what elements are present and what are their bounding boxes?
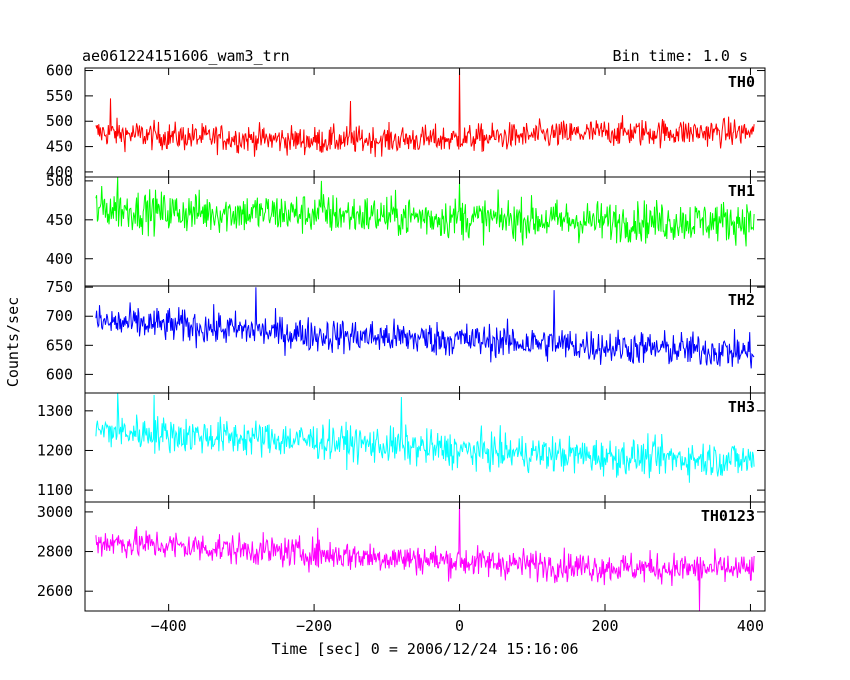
series-line-th0123 bbox=[95, 502, 755, 611]
chart-title: ae061224151606_wam3_trn bbox=[82, 47, 290, 65]
panel-th3: 1100 1200 1300 TH3 bbox=[37, 392, 766, 503]
series-line-th0 bbox=[95, 68, 755, 158]
y-tick-label: 3000 bbox=[37, 503, 73, 521]
panel-th2: 600 650 700 750 TH2 bbox=[46, 278, 766, 394]
y-tick-label: 550 bbox=[46, 87, 73, 105]
y-tick-label: 500 bbox=[46, 172, 73, 190]
y-tick-label: 1300 bbox=[37, 402, 73, 420]
y-tick-label: 1200 bbox=[37, 441, 73, 459]
panel-th0: 400 450 500 550 600 TH0 bbox=[46, 62, 766, 181]
series-line-th1 bbox=[95, 177, 755, 247]
panel-label-th0: TH0 bbox=[728, 73, 755, 91]
panel-label-th1: TH1 bbox=[728, 182, 755, 200]
panel-th1: 400 450 500 TH1 bbox=[46, 172, 766, 287]
panel-label-th2: TH2 bbox=[728, 291, 755, 309]
x-tick-label: 200 bbox=[591, 617, 618, 635]
y-tick-label: 700 bbox=[46, 307, 73, 325]
y-tick-label: 650 bbox=[46, 336, 73, 354]
y-tick-label: 450 bbox=[46, 211, 73, 229]
x-tick-label: 0 bbox=[455, 617, 464, 635]
y-tick-label: 400 bbox=[46, 250, 73, 268]
y-tick-label: 2800 bbox=[37, 543, 73, 561]
panel-th0123: 2600 2800 3000 TH0123 bbox=[37, 501, 766, 612]
y-axis-label: Counts/sec bbox=[4, 297, 22, 387]
y-tick-label: 750 bbox=[46, 278, 73, 296]
y-tick-label: 600 bbox=[46, 365, 73, 383]
panel-label-th0123: TH0123 bbox=[701, 507, 755, 525]
x-tick-label: −200 bbox=[296, 617, 332, 635]
series-line-th3 bbox=[95, 393, 755, 483]
panels-group: 400 450 500 550 600 TH0 400 450 500 TH1 600 650 700 7… bbox=[37, 62, 766, 612]
y-tick-label: 500 bbox=[46, 112, 73, 130]
y-tick-label: 400 bbox=[46, 163, 73, 181]
x-tick-label: −400 bbox=[151, 617, 187, 635]
y-tick-label: 450 bbox=[46, 138, 73, 156]
y-tick-label: 600 bbox=[46, 62, 73, 80]
y-tick-label: 1100 bbox=[37, 481, 73, 499]
x-axis-label: Time [sec] 0 = 2006/12/24 15:16:06 bbox=[271, 640, 578, 658]
series-line-th2 bbox=[95, 287, 755, 369]
y-tick-label: 2600 bbox=[37, 582, 73, 600]
panel-frame bbox=[84, 501, 766, 612]
panel-label-th3: TH3 bbox=[728, 398, 755, 416]
x-axis: −400 −200 0 200 400 bbox=[151, 617, 764, 635]
x-tick-label: 400 bbox=[737, 617, 764, 635]
chart-subtitle: Bin time: 1.0 s bbox=[613, 47, 748, 65]
